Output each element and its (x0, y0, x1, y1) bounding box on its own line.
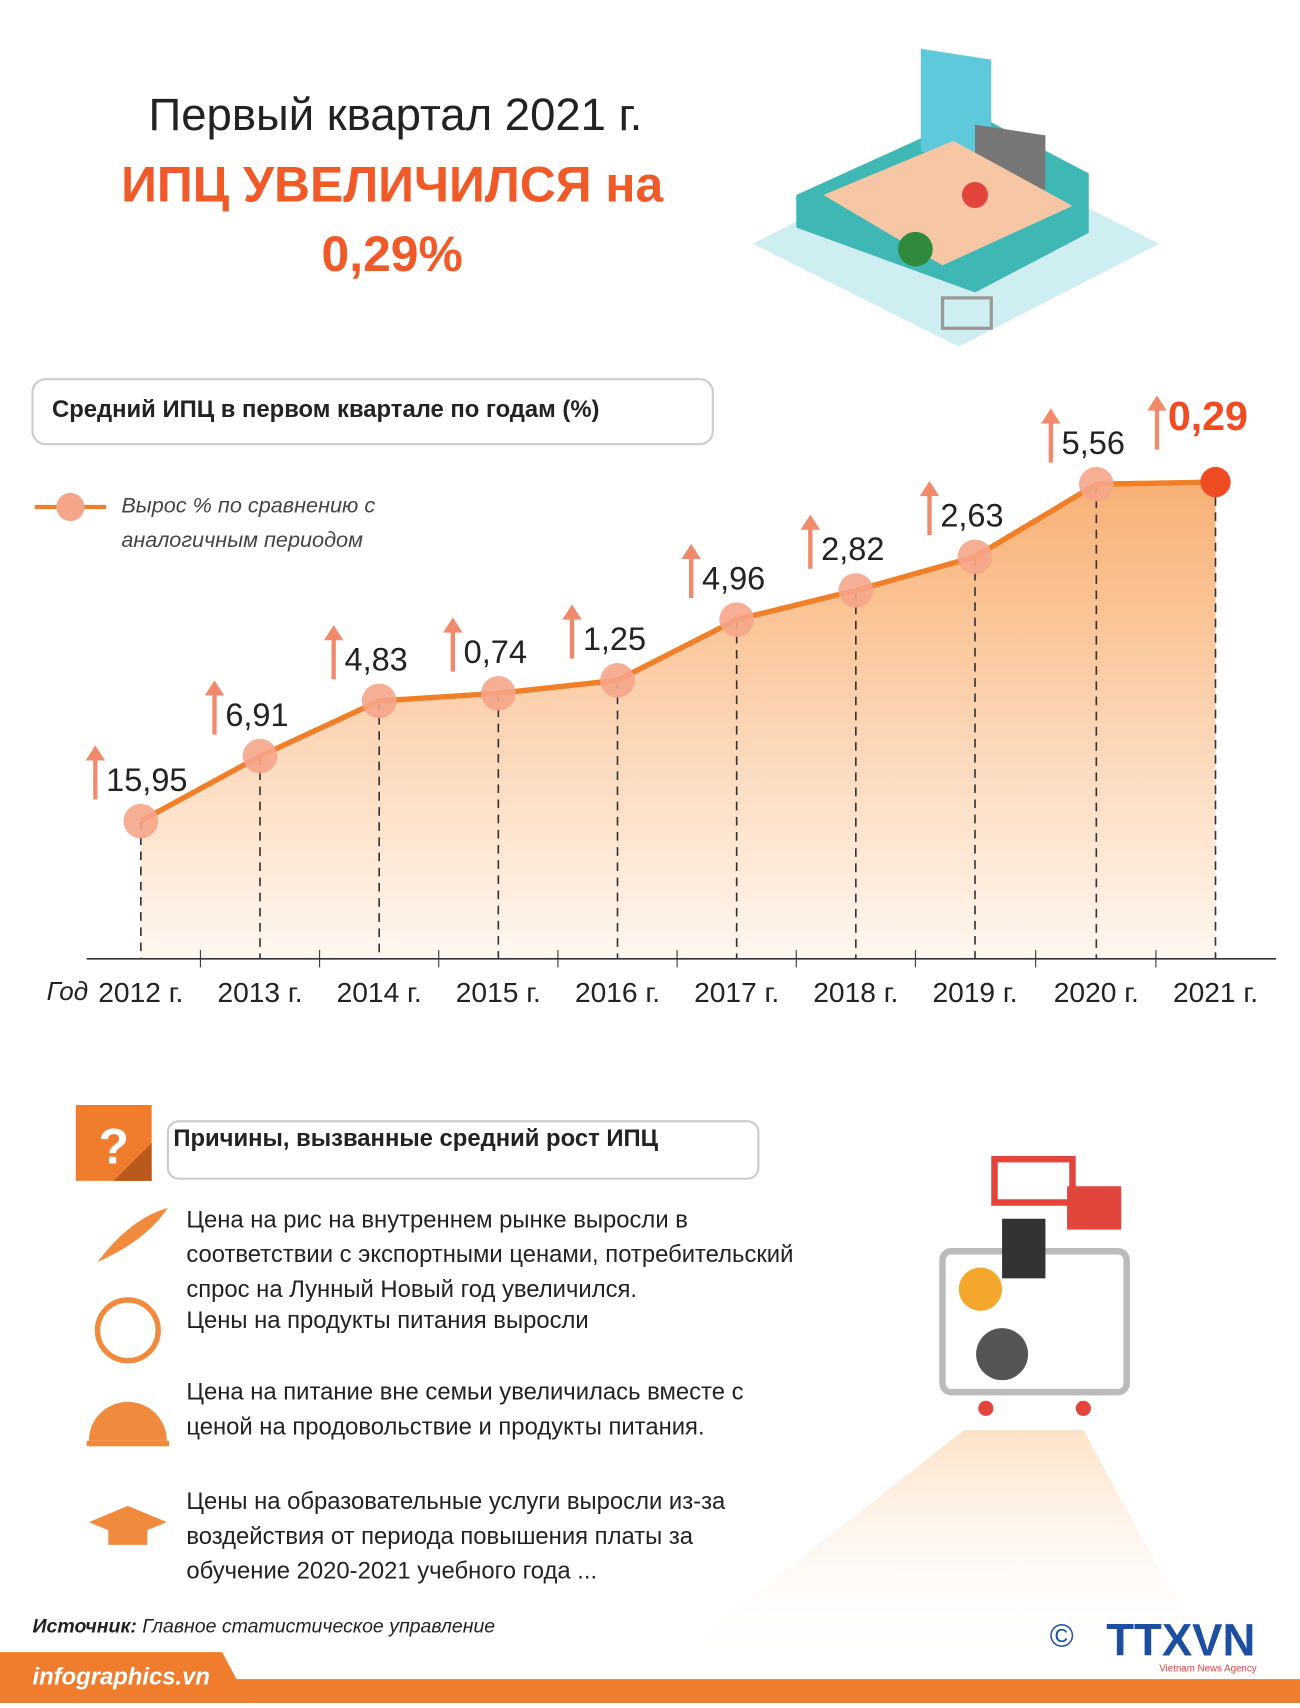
axis-label: Год (47, 976, 89, 1006)
arrow-head (562, 604, 582, 620)
question-mark: ? (99, 1118, 129, 1174)
point (1200, 466, 1231, 498)
value-label: 2,63 (940, 497, 1003, 533)
arrow-head (443, 617, 463, 633)
reason-text: обучение 2020-2021 учебного года ... (186, 1557, 597, 1584)
year-label: 2019 г. (932, 977, 1017, 1008)
year-label: 2018 г. (813, 977, 898, 1008)
arrow-head (800, 514, 821, 530)
arrow-head (681, 543, 701, 559)
year-label: 2013 г. (217, 977, 302, 1008)
year-label: 2021 г. (1173, 977, 1258, 1008)
legend-marker (56, 492, 85, 522)
value-label: 6,91 (225, 697, 288, 733)
arrow-head (204, 680, 225, 696)
footer-bar (0, 1652, 250, 1703)
reason-text: Цены на продукты питания выросли (186, 1307, 588, 1334)
value-label: 5,56 (1062, 425, 1125, 461)
reason-text: спрос на Лунный Новый год увеличился. (186, 1276, 637, 1303)
arrow-head (919, 481, 940, 497)
point (242, 738, 278, 774)
reasons-title: Причины, вызванные средний рост ИПЦ (173, 1125, 658, 1152)
reason-text: Цена на питание вне семьи увеличилась вм… (186, 1379, 743, 1406)
reasons-title-box (166, 1120, 760, 1180)
value-label: 4,83 (344, 642, 407, 678)
value-label: 1,25 (583, 621, 646, 657)
legend-text: Вырос % по сравнению с (121, 492, 375, 517)
reason-text: соответствии с экспортными ценами, потре… (186, 1241, 793, 1268)
value-label: 4,96 (702, 560, 765, 596)
reason-text: Цены на образовательные услуги выросли и… (186, 1488, 726, 1515)
year-label: 2016 г. (575, 977, 660, 1008)
site: infographics.vn (32, 1664, 209, 1691)
reason-text: воздействия от периода повышения платы з… (186, 1523, 693, 1550)
reason-icons (86, 1207, 169, 1545)
year-label: 2017 г. (694, 977, 779, 1008)
headline: ИПЦ УВЕЛИЧИЛСЯ на (121, 157, 664, 213)
value-label: 0,74 (464, 634, 527, 670)
value-label: 15,95 (106, 762, 187, 798)
arrow-head (85, 745, 106, 761)
year-label: 2020 г. (1054, 977, 1139, 1008)
chart-title: Средний ИПЦ в первом квартале по годам (… (52, 396, 599, 423)
source-label: Источник: (32, 1616, 136, 1638)
source: Источник: Главное статистическое управле… (32, 1616, 495, 1638)
logo: TTXVN (1106, 1614, 1255, 1665)
point (838, 573, 874, 608)
arrow-head (1147, 395, 1167, 411)
point (957, 539, 993, 575)
area (140, 482, 1216, 959)
store-illustration (752, 48, 1160, 347)
copyright-mark: © (1050, 1618, 1074, 1654)
point (600, 663, 635, 698)
chart-title-box (31, 378, 714, 446)
cart-illustration (939, 1155, 1130, 1416)
reasons-list: Цена на рис на внутреннем рынке выросли … (186, 1206, 793, 1584)
point (123, 803, 159, 839)
arrow-head (1041, 408, 1061, 424)
value-label: 0,29 (1168, 393, 1248, 439)
point (719, 602, 754, 637)
point (361, 683, 397, 719)
headline-value: 0,29% (322, 226, 463, 282)
point (481, 676, 516, 711)
point (1079, 466, 1114, 502)
year-label: 2012 г. (98, 977, 183, 1008)
light-beam (660, 1430, 1214, 1669)
line (139, 479, 1216, 824)
arrow-head (323, 625, 344, 641)
year-label: 2014 г. (337, 977, 422, 1008)
reason-text: Цена на рис на внутреннем рынке выросли … (186, 1206, 688, 1233)
title: Первый квартал 2021 г. (149, 89, 643, 140)
source-text: Главное статистическое управление (142, 1616, 495, 1638)
value-label: 2,82 (821, 531, 884, 567)
legend-text: аналогичным периодом (121, 527, 363, 552)
chart: Год 2012 г. 15,95 2013 г. 6,91 2014 г. 4,83 201… (47, 393, 1277, 1008)
reason-text: ценой на продовольствие и продукты питан… (186, 1413, 704, 1440)
logo-sub: Vietnam News Agency (1159, 1664, 1256, 1675)
year-label: 2015 г. (456, 977, 541, 1008)
